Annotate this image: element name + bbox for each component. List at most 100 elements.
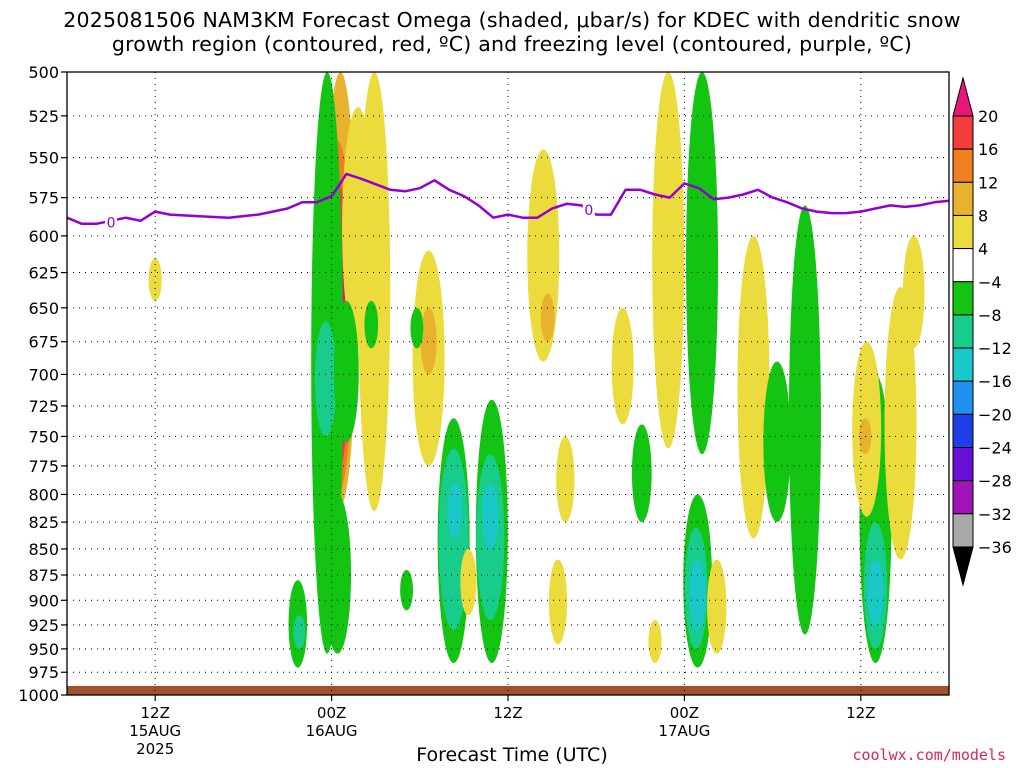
y-tick-label: 1000 <box>18 686 59 705</box>
y-tick-label: 850 <box>28 540 59 559</box>
omega-area <box>902 235 925 349</box>
x-tick-label: 12Z <box>141 704 170 722</box>
colorbar-swatch <box>952 480 974 515</box>
freezing-level-label: 0 <box>584 203 593 219</box>
y-tick-label: 550 <box>28 149 59 168</box>
y-tick-label: 800 <box>28 485 59 504</box>
y-tick-label: 975 <box>28 663 59 682</box>
freezing-level-layer: 00 <box>67 172 949 231</box>
colorbar-swatch <box>952 314 974 349</box>
omega-area <box>737 235 770 539</box>
colorbar-label: −36 <box>978 538 1012 557</box>
omega-area <box>482 483 499 549</box>
colorbar-top-arrow <box>952 76 974 117</box>
colorbar-bottom-arrow <box>952 546 974 587</box>
y-axis-ticks: 500 525 550 575 600 625 650 675 700 725 750 775 800 8… <box>18 63 67 705</box>
colorbar-swatch <box>952 447 974 482</box>
colorbar-label: 4 <box>978 240 988 259</box>
omega-area <box>447 483 463 539</box>
colorbar-swatch <box>952 413 974 449</box>
y-tick-label: 725 <box>28 397 59 416</box>
omega-area <box>686 72 719 455</box>
chart-title-line-1: 2025081506 NAM3KM Forecast Omega (shaded… <box>63 8 961 32</box>
colorbar-label: 8 <box>978 206 988 225</box>
omega-area <box>364 300 379 349</box>
x-tick-sublabel: 2025 <box>136 740 174 758</box>
colorbar-swatch <box>952 148 974 183</box>
colorbar-label: −28 <box>978 472 1012 491</box>
colorbar-swatch <box>952 513 974 548</box>
y-tick-label: 750 <box>28 427 59 446</box>
y-tick-label: 825 <box>28 513 59 532</box>
omega-area <box>884 286 917 560</box>
colorbar-swatch <box>952 214 974 250</box>
omega-area <box>867 559 884 625</box>
omega-area <box>540 293 555 342</box>
y-tick-label: 900 <box>28 591 59 610</box>
x-tick-label: 00Z <box>317 704 346 722</box>
y-tick-label: 650 <box>28 299 59 318</box>
omega-area <box>556 436 575 523</box>
omega-area <box>548 559 568 645</box>
omega-area <box>652 72 685 449</box>
colorbar-label: 12 <box>978 173 998 192</box>
y-tick-label: 575 <box>28 189 59 208</box>
x-tick-sublabel: 17AUG <box>658 722 710 740</box>
y-tick-label: 875 <box>28 566 59 585</box>
y-tick-label: 500 <box>28 63 59 82</box>
omega-area <box>648 620 662 663</box>
colorbar-swatch <box>952 181 974 216</box>
colorbar-label: −4 <box>978 273 1002 292</box>
omega-area <box>631 424 652 523</box>
omega-area <box>611 307 634 425</box>
colorbar-label: −12 <box>978 339 1012 358</box>
omega-area <box>400 569 413 611</box>
omega-area <box>410 307 424 349</box>
freezing-label-bg <box>105 214 118 231</box>
colorbar-swatch <box>952 248 974 283</box>
y-tick-label: 950 <box>28 640 59 659</box>
colorbar-label: −20 <box>978 405 1012 424</box>
x-tick-label: 12Z <box>846 704 875 722</box>
colorbar-label: −24 <box>978 439 1012 458</box>
colorbar: 20 16 12 8 4 −4 −8 −12 −16 −20 −24 −28 −32 −36 <box>952 76 1012 587</box>
omega-area <box>314 321 337 437</box>
omega-area <box>148 258 162 301</box>
y-tick-label: 925 <box>28 616 59 635</box>
omega-area <box>689 559 706 630</box>
y-tick-label: 625 <box>28 264 59 283</box>
colorbar-swatch <box>952 380 974 415</box>
omega-area <box>293 615 306 649</box>
colorbar-label: −32 <box>978 505 1012 524</box>
x-axis-title: Forecast Time (UTC) <box>416 744 608 766</box>
omega-area <box>420 307 437 375</box>
y-tick-label: 700 <box>28 365 59 384</box>
omega-area <box>763 361 791 523</box>
freezing-level-line <box>67 172 949 226</box>
colorbar-label: 16 <box>978 140 998 159</box>
x-tick-sublabel: 16AUG <box>306 722 358 740</box>
omega-area <box>333 300 359 443</box>
colorbar-swatch <box>952 281 974 316</box>
colorbar-label: −16 <box>978 372 1012 391</box>
chart-title-line-2: growth region (contoured, red, ºC) and f… <box>111 32 913 56</box>
omega-area <box>707 559 727 654</box>
site-credit: coolwx.com/models <box>852 746 1006 764</box>
y-tick-label: 600 <box>28 227 59 246</box>
x-tick-sublabel: 15AUG <box>129 722 181 740</box>
x-tick-label: 12Z <box>493 704 522 722</box>
omega-area <box>323 494 352 654</box>
colorbar-swatch <box>952 115 974 150</box>
colorbar-swatch <box>952 347 974 382</box>
freezing-label-bg <box>582 202 595 219</box>
omega-area <box>788 205 821 635</box>
y-tick-label: 675 <box>28 333 59 352</box>
y-tick-label: 525 <box>28 107 59 126</box>
freezing-level-label: 0 <box>107 215 116 231</box>
colorbar-label: 20 <box>978 107 998 126</box>
omega-area <box>460 548 477 616</box>
x-tick-label: 00Z <box>670 704 699 722</box>
omega-shading-layer <box>148 72 925 668</box>
